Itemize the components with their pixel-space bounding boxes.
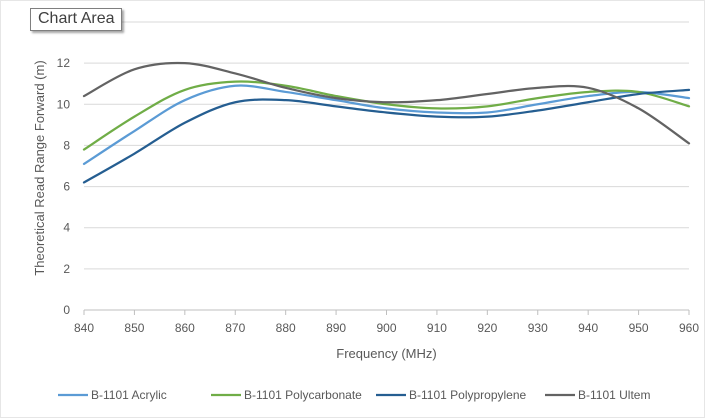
axes: [83, 309, 690, 315]
x-tick-label: 850: [124, 321, 144, 335]
y-tick-label: 6: [63, 180, 70, 194]
legend-label: B-1101 Acrylic: [91, 388, 167, 402]
legend: B-1101 Acrylic B-1101 Polycarbonate B-1101…: [58, 388, 650, 402]
x-tick-label: 910: [427, 321, 447, 335]
y-tick-label: 8: [63, 138, 70, 152]
gridlines: [84, 21, 689, 270]
series-line-1[interactable]: [82, 84, 691, 166]
chart-area-tooltip: Chart Area: [30, 8, 123, 31]
y-axis-title: Theoretical Read Range Forward (m): [32, 60, 47, 275]
y-tick-label: 12: [57, 56, 71, 70]
x-tick-label: 940: [578, 321, 598, 335]
x-axis-title: Frequency (MHz): [336, 346, 436, 361]
y-tick-label: 10: [57, 97, 71, 111]
series-line-4[interactable]: [82, 61, 691, 145]
legend-label: B-1101 Polypropylene: [409, 388, 527, 402]
series-lines: [82, 61, 691, 184]
y-tick-label: 0: [63, 303, 70, 317]
x-tick-label: 900: [376, 321, 396, 335]
x-tick-label: 870: [225, 321, 245, 335]
tick-labels: 0 2 4 6 8 10 12 840 850 860 870 880 890 900 910 920 930 9…: [57, 56, 700, 335]
x-tick-label: 960: [679, 321, 699, 335]
legend-label: B-1101 Ultem: [578, 388, 650, 402]
series-line-3[interactable]: [82, 88, 691, 184]
x-tick-label: 840: [74, 321, 94, 335]
legend-entry-1[interactable]: B-1101 Acrylic: [58, 388, 167, 402]
series-line-2[interactable]: [82, 80, 691, 151]
y-tick-label: 4: [63, 221, 70, 235]
x-tick-label: 930: [528, 321, 548, 335]
y-tick-label: 2: [63, 262, 70, 276]
legend-entry-3[interactable]: B-1101 Polypropylene: [376, 388, 527, 402]
x-tick-label: 920: [477, 321, 497, 335]
x-tick-label: 880: [276, 321, 296, 335]
legend-label: B-1101 Polycarbonate: [244, 388, 362, 402]
x-tick-label: 950: [629, 321, 649, 335]
legend-entry-4[interactable]: B-1101 Ultem: [545, 388, 650, 402]
x-tick-label: 890: [326, 321, 346, 335]
x-tick-label: 860: [175, 321, 195, 335]
legend-entry-2[interactable]: B-1101 Polycarbonate: [211, 388, 362, 402]
